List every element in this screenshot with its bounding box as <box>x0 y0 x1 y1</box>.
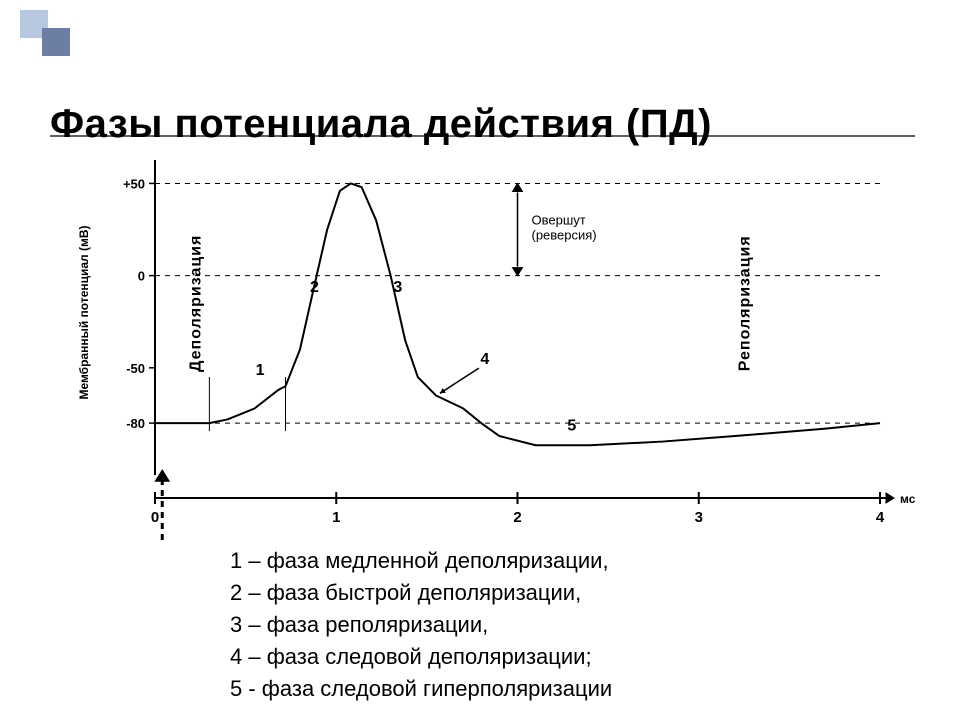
svg-text:1: 1 <box>332 509 340 526</box>
svg-text:2: 2 <box>310 279 319 296</box>
action-potential-chart: -80 -50 0 +50 Мембранный потенциал (мВ) Депол… <box>70 145 940 565</box>
svg-text:Овершут: Овершут <box>532 213 586 228</box>
legend: 1 – фаза медленной деполяризации, 2 – фа… <box>230 545 612 704</box>
legend-item: 3 – фаза реполяризации, <box>230 609 612 641</box>
deco-square-2 <box>42 28 70 56</box>
legend-item: 2 – фаза быстрой деполяризации, <box>230 577 612 609</box>
svg-text:3: 3 <box>695 509 703 526</box>
svg-text:4: 4 <box>876 509 885 526</box>
svg-text:5: 5 <box>567 418 576 435</box>
page-title: Фазы потенциала действия (ПД) <box>50 102 920 147</box>
svg-text:3: 3 <box>393 279 402 296</box>
svg-text:0: 0 <box>138 269 145 284</box>
svg-text:+50: +50 <box>123 176 145 191</box>
svg-text:0: 0 <box>151 509 159 526</box>
legend-item: 4 – фаза следовой деполяризации; <box>230 641 612 673</box>
svg-text:-50: -50 <box>126 361 145 376</box>
svg-text:-80: -80 <box>126 416 145 431</box>
legend-item: 5 - фаза следовой гиперполяризации <box>230 673 612 705</box>
svg-text:Реполяризация: Реполяризация <box>737 235 754 371</box>
svg-text:1: 1 <box>256 362 265 379</box>
svg-text:Мембранный потенциал (мВ): Мембранный потенциал (мВ) <box>77 225 91 399</box>
svg-text:(реверсия): (реверсия) <box>532 228 597 243</box>
svg-text:2: 2 <box>513 509 521 526</box>
legend-item: 1 – фаза медленной деполяризации, <box>230 545 612 577</box>
svg-text:4: 4 <box>480 351 489 368</box>
svg-text:мс: мс <box>900 492 916 506</box>
svg-text:Деполяризация: Деполяризация <box>187 235 204 372</box>
